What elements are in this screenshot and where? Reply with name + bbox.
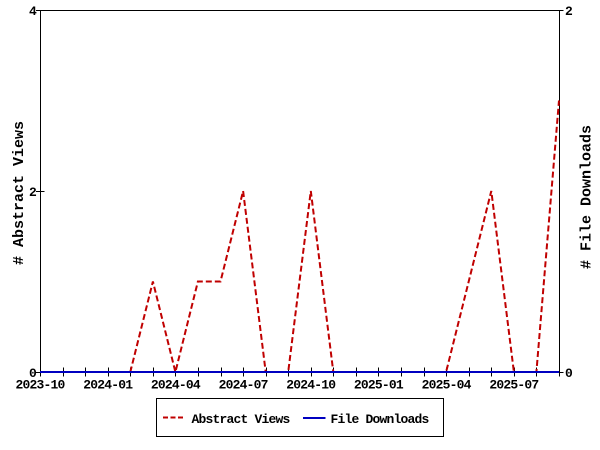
svg-text:2023-10: 2023-10 <box>15 378 65 393</box>
svg-text:2024-01: 2024-01 <box>83 378 133 393</box>
svg-text:# File Downloads: # File Downloads <box>579 125 596 269</box>
svg-text:2025-07: 2025-07 <box>489 378 538 393</box>
svg-text:2025-01: 2025-01 <box>354 378 404 393</box>
svg-text:0: 0 <box>565 366 573 381</box>
svg-text:2: 2 <box>565 4 573 19</box>
svg-text:Abstract Views: Abstract Views <box>192 412 291 427</box>
svg-text:2025-04: 2025-04 <box>422 378 472 393</box>
svg-text:2: 2 <box>29 185 37 200</box>
svg-text:2024-10: 2024-10 <box>286 378 336 393</box>
svg-text:2024-04: 2024-04 <box>151 378 201 393</box>
svg-text:4: 4 <box>29 4 37 19</box>
svg-text:# Abstract Views: # Abstract Views <box>11 121 28 265</box>
svg-text:2024-07: 2024-07 <box>219 378 268 393</box>
svg-text:0: 0 <box>29 366 37 381</box>
svg-text:File Downloads: File Downloads <box>331 412 430 427</box>
